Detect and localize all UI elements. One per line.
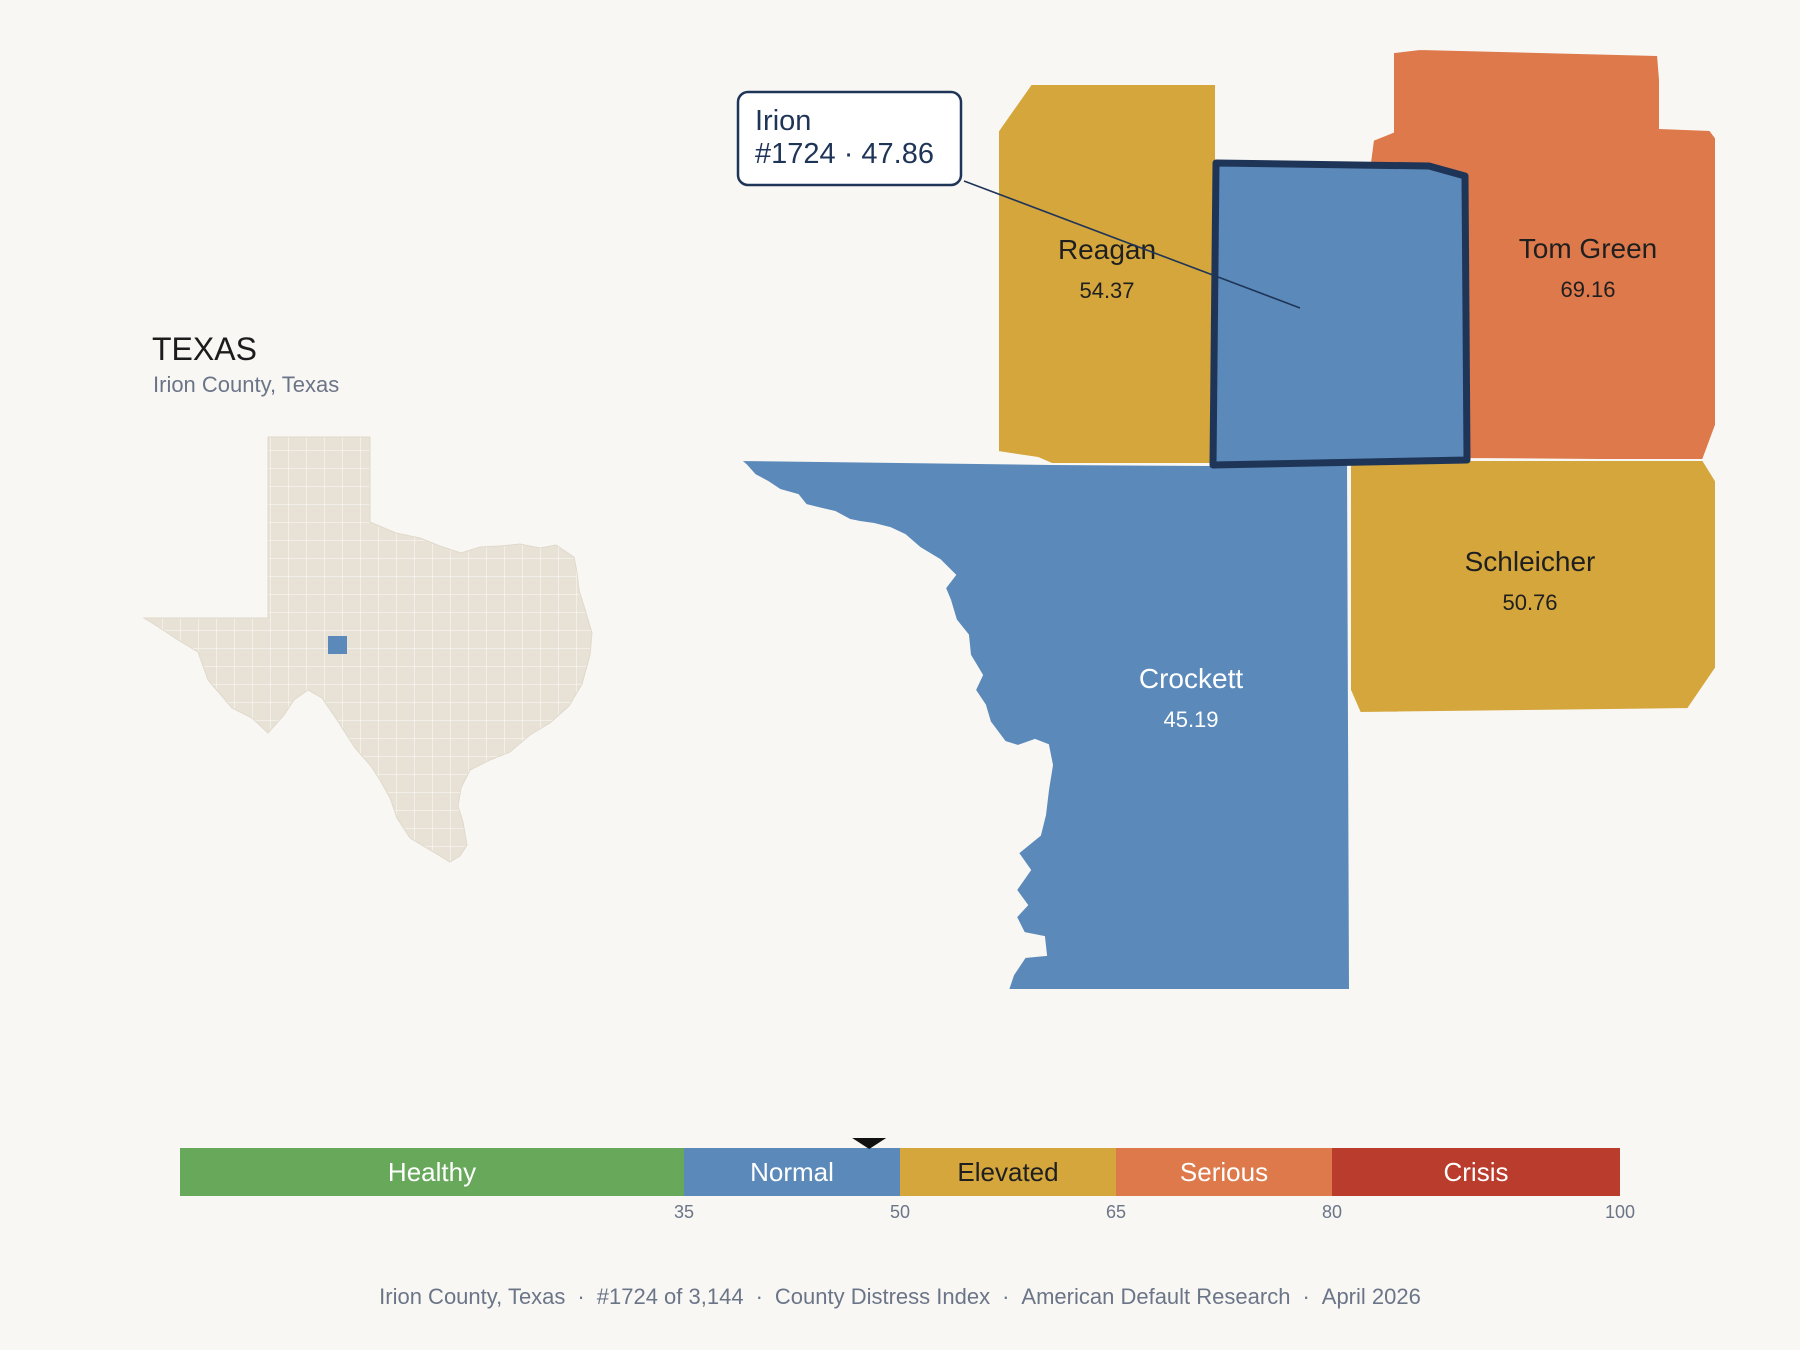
scale-segment-normal xyxy=(684,1148,900,1196)
footer-rank: #1724 of 3,144 xyxy=(596,1284,744,1309)
scale-label-crisis: Crisis xyxy=(1444,1157,1509,1187)
scale-label-serious: Serious xyxy=(1180,1157,1268,1187)
scale-tick-label: 100 xyxy=(1605,1202,1635,1222)
scale-tick-label: 35 xyxy=(674,1202,694,1222)
footer-separator: · xyxy=(1002,1284,1010,1309)
scale-label-normal: Normal xyxy=(750,1157,834,1187)
county-label-schleicher: Schleicher xyxy=(1465,546,1596,577)
county-labels: Reagan 54.37 Tom Green 69.16 Schleicher … xyxy=(1058,233,1657,732)
county-reagan[interactable] xyxy=(997,83,1217,465)
footer-county: Irion County, Texas xyxy=(379,1284,566,1309)
county-label-tom-green: Tom Green xyxy=(1519,233,1658,264)
selected-county-outline xyxy=(1209,159,1471,469)
scale-segment-serious xyxy=(1116,1148,1332,1196)
distress-scale: Healthy Normal Elevated Serious Crisis 35 50 65… xyxy=(180,1138,1635,1222)
footer-source: American Default Research xyxy=(1021,1284,1291,1309)
county-crockett[interactable] xyxy=(737,458,1352,991)
scale-tick-label: 50 xyxy=(890,1202,910,1222)
county-value-crockett: 45.19 xyxy=(1163,707,1218,732)
texas-outline xyxy=(142,436,593,863)
scale-tick-label: 80 xyxy=(1322,1202,1342,1222)
county-value-reagan: 54.37 xyxy=(1079,278,1134,303)
county-label-crockett: Crockett xyxy=(1139,663,1243,694)
footer: Irion County, Texas · #1724 of 3,144 · Count… xyxy=(0,1284,1800,1310)
county-callout: Irion #1724 · 47.86 xyxy=(736,90,1301,309)
scale-label-elevated: Elevated xyxy=(957,1157,1058,1187)
county-irion[interactable] xyxy=(1211,161,1469,467)
scale-tick-label: 65 xyxy=(1106,1202,1126,1222)
state-title: TEXAS xyxy=(152,331,257,367)
county-map: Reagan 54.37 Tom Green 69.16 Schleicher … xyxy=(736,47,1717,991)
state-inset: TEXAS Irion County, Texas xyxy=(142,331,593,863)
scale-segment-elevated xyxy=(900,1148,1116,1196)
county-value-tom-green: 69.16 xyxy=(1560,277,1615,302)
callout-box xyxy=(736,90,963,187)
footer-separator: · xyxy=(577,1284,585,1309)
callout-leader-line xyxy=(963,180,1301,309)
callout-rank-score: #1724 · 47.86 xyxy=(755,138,934,170)
state-subtitle: Irion County, Texas xyxy=(153,372,339,397)
scale-segment-healthy xyxy=(180,1148,684,1196)
scale-label-healthy: Healthy xyxy=(388,1157,476,1187)
county-label-reagan: Reagan xyxy=(1058,234,1156,265)
county-value-schleicher: 50.76 xyxy=(1502,590,1557,615)
footer-separator: · xyxy=(755,1284,763,1309)
callout-county-name: Irion xyxy=(755,105,811,137)
scale-segment-crisis xyxy=(1332,1148,1620,1196)
footer-index: County Distress Index xyxy=(774,1284,991,1309)
footer-date: April 2026 xyxy=(1321,1284,1421,1309)
footer-separator: · xyxy=(1302,1284,1310,1309)
county-schleicher[interactable] xyxy=(1349,459,1717,715)
scale-marker xyxy=(852,1138,887,1149)
inset-county-highlight xyxy=(328,636,347,654)
